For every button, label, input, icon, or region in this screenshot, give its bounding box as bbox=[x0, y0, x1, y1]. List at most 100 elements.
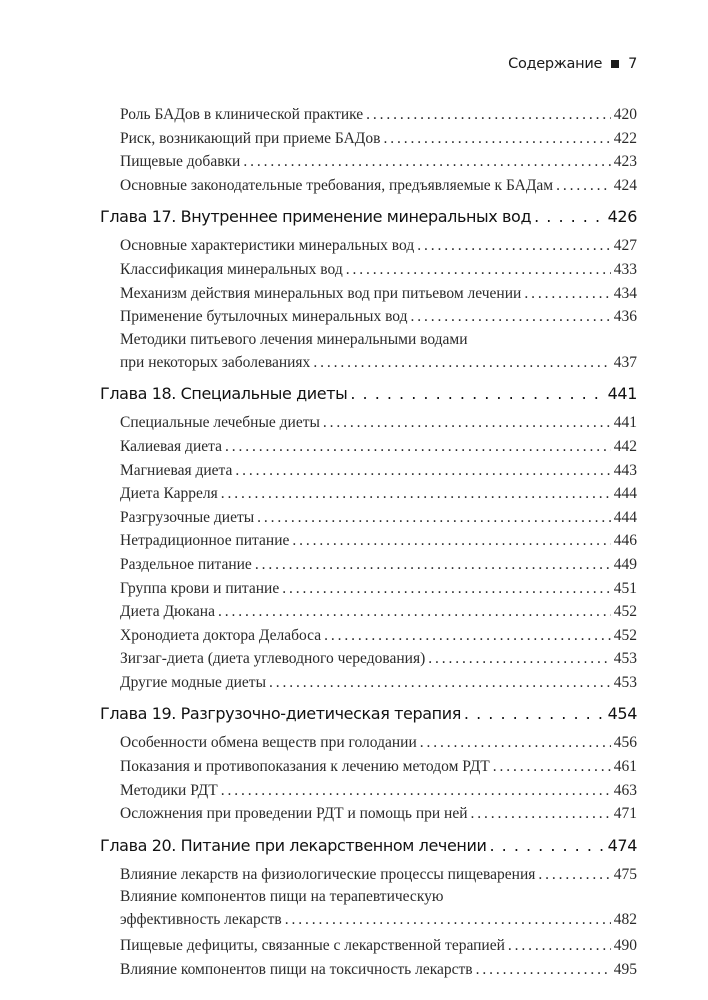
toc-chapter[interactable]: Глава 20. Питание при лекарственном лече… bbox=[100, 829, 637, 863]
toc-page-number: 453 bbox=[613, 650, 637, 668]
dot-leader bbox=[282, 577, 611, 601]
toc-entry-title: Риск, возникающий при приеме БАДов bbox=[120, 129, 381, 147]
toc-entry[interactable]: Раздельное питание 449 bbox=[120, 553, 637, 577]
toc-entry-title: Разгрузочные диеты bbox=[120, 508, 255, 526]
running-header: Содержание 7 bbox=[508, 56, 637, 72]
toc-entry-title: Влияние лекарств на физиологические проц… bbox=[120, 865, 536, 883]
toc-entry[interactable]: эффективность лекарств 482 bbox=[120, 908, 637, 932]
toc-page-number: 436 bbox=[613, 308, 637, 326]
toc-page-number: 495 bbox=[613, 960, 637, 978]
dot-leader bbox=[221, 779, 611, 803]
toc-entry-title: Хронодиета доктора Делабоса bbox=[120, 626, 322, 644]
dot-leader bbox=[292, 529, 610, 553]
toc-entry[interactable]: Применение бутылочных минеральных вод 436 bbox=[120, 305, 637, 329]
toc-chapter[interactable]: Глава 19. Разгрузочно-диетическая терапи… bbox=[100, 697, 637, 731]
toc-entry[interactable]: Хронодиета доктора Делабоса 452 bbox=[120, 624, 637, 648]
toc-entry-title: Магниевая диета bbox=[120, 461, 233, 479]
toc-entry-title: Зигзаг-диета (диета углеводного чередова… bbox=[120, 650, 426, 668]
toc-entry-title: Методики РДТ bbox=[120, 781, 218, 799]
dot-leader bbox=[524, 282, 610, 306]
toc-entry[interactable]: при некоторых заболеваниях 437 bbox=[120, 351, 637, 375]
toc-entry[interactable]: Осложнения при проведении РДТ и помощь п… bbox=[120, 802, 637, 826]
toc-entry[interactable]: Механизм действия минеральных вод при пи… bbox=[120, 282, 637, 306]
toc-entry[interactable]: Риск, возникающий при приеме БАДов 422 bbox=[120, 127, 637, 151]
toc-page-number: 446 bbox=[613, 532, 637, 550]
dot-leader bbox=[534, 200, 605, 234]
toc-entry[interactable]: Особенности обмена веществ при голодании… bbox=[120, 731, 637, 755]
toc-page-number: 456 bbox=[613, 734, 637, 752]
toc-entry-title: Специальные лечебные диеты bbox=[120, 414, 320, 432]
toc-entry[interactable]: Влияние лекарств на физиологические проц… bbox=[120, 863, 637, 887]
toc-page-number: 444 bbox=[613, 508, 637, 526]
dot-leader bbox=[323, 411, 611, 435]
dot-leader bbox=[489, 829, 604, 863]
dot-leader bbox=[255, 553, 611, 577]
toc-page-number: 452 bbox=[613, 626, 637, 644]
toc-entry-title: Классификация минеральных вод bbox=[120, 260, 343, 278]
toc-entry-title: Пищевые дефициты, связанные с лекарствен… bbox=[120, 937, 505, 955]
toc-entry[interactable]: Группа крови и питание 451 bbox=[120, 577, 637, 601]
dot-leader bbox=[221, 482, 611, 506]
toc-entry-title: Основные законодательные требования, пре… bbox=[120, 176, 554, 194]
toc-entry-title: Диета Карреля bbox=[120, 485, 218, 503]
dot-leader bbox=[313, 351, 610, 375]
toc-entry[interactable]: Другие модные диеты 453 bbox=[120, 671, 637, 695]
toc-page-number: 490 bbox=[613, 937, 637, 955]
toc-entry-title: Глава 18. Специальные диеты bbox=[100, 384, 348, 404]
toc-page-number: 452 bbox=[613, 603, 637, 621]
toc-chapter[interactable]: Глава 18. Специальные диеты 441 bbox=[100, 377, 637, 411]
toc-entry-title: Раздельное питание bbox=[120, 555, 252, 573]
dot-leader bbox=[410, 305, 610, 329]
dot-leader bbox=[556, 174, 611, 198]
toc-page-number: 426 bbox=[607, 207, 638, 227]
toc-entry[interactable]: Магниевая диета 443 bbox=[120, 459, 637, 483]
toc-entry[interactable]: Калиевая диета 442 bbox=[120, 435, 637, 459]
toc-page-number: 451 bbox=[613, 579, 637, 597]
dot-leader bbox=[350, 377, 604, 411]
toc-entry[interactable]: Роль БАДов в клинической практике 420 bbox=[120, 103, 637, 127]
toc-page-number: 441 bbox=[607, 384, 638, 404]
toc-page-number: 433 bbox=[613, 260, 637, 278]
toc-entry[interactable]: Разгрузочные диеты 444 bbox=[120, 506, 637, 530]
toc-entry[interactable]: Методики РДТ 463 bbox=[120, 779, 637, 803]
toc-page-number: 441 bbox=[613, 414, 637, 432]
toc-entry-title: Глава 19. Разгрузочно-диетическая терапи… bbox=[100, 704, 461, 724]
toc-entry[interactable]: Основные характеристики минеральных вод 4… bbox=[120, 234, 637, 258]
dot-leader bbox=[285, 908, 611, 932]
toc-page-number: 423 bbox=[613, 153, 637, 171]
toc-entry-title: Диета Дюкана bbox=[120, 603, 215, 621]
toc-page-number: 482 bbox=[613, 911, 637, 929]
toc-page-number: 427 bbox=[613, 237, 637, 255]
toc-entry-title: Роль БАДов в клинической практике bbox=[120, 106, 364, 123]
toc-entry-title: Особенности обмена веществ при голодании bbox=[120, 734, 417, 752]
toc-entry-title: Пищевые добавки bbox=[120, 153, 241, 171]
toc-entry-multiline[interactable]: Влияние компонентов пищи на терапевтичес… bbox=[100, 886, 637, 932]
toc-entry[interactable]: Зигзаг-диета (диета углеводного чередова… bbox=[120, 647, 637, 671]
toc-entry[interactable]: Специальные лечебные диеты 441 bbox=[120, 411, 637, 435]
toc-entry[interactable]: Показания и противопоказания к лечению м… bbox=[120, 755, 637, 779]
toc-entry[interactable]: Пищевые дефициты, связанные с лекарствен… bbox=[120, 934, 637, 958]
toc-entry-title-line: Методики питьевого лечения минеральными … bbox=[120, 330, 468, 348]
toc-page-number: 475 bbox=[613, 865, 637, 883]
toc-entry-title: Основные характеристики минеральных вод bbox=[120, 237, 415, 255]
toc-entry[interactable]: Основные законодательные требования, пре… bbox=[120, 174, 637, 198]
toc-page-number: 471 bbox=[613, 805, 637, 823]
toc-entry[interactable]: Нетрадиционное питание 446 bbox=[120, 529, 637, 553]
toc-chapter[interactable]: Глава 17. Внутреннее применение минераль… bbox=[100, 200, 637, 234]
toc-entry-title: Глава 20. Питание при лекарственном лече… bbox=[100, 835, 487, 855]
toc-entry[interactable]: Пищевые добавки 423 bbox=[120, 150, 637, 174]
toc-entry-title: Механизм действия минеральных вод при пи… bbox=[120, 284, 522, 302]
toc-entry[interactable]: Классификация минеральных вод 433 bbox=[120, 258, 637, 282]
toc-entry[interactable]: Диета Дюкана 452 bbox=[120, 600, 637, 624]
toc-entry[interactable]: Диета Карреля 444 bbox=[120, 482, 637, 506]
toc-page-number: 443 bbox=[613, 461, 637, 479]
running-header-title: Содержание bbox=[508, 56, 603, 72]
toc-entry-title: Нетрадиционное питание bbox=[120, 532, 290, 550]
toc-entry-title-line: Влияние компонентов пищи на терапевтичес… bbox=[120, 888, 444, 906]
toc-entry-multiline[interactable]: Методики питьевого лечения минеральными … bbox=[100, 329, 637, 375]
toc-page-number: 422 bbox=[613, 129, 637, 147]
dot-leader bbox=[257, 506, 611, 530]
dot-leader bbox=[383, 127, 610, 151]
toc-page-number: 437 bbox=[613, 353, 637, 371]
toc-entry[interactable]: Влияние компонентов пищи на токсичность … bbox=[120, 958, 637, 982]
